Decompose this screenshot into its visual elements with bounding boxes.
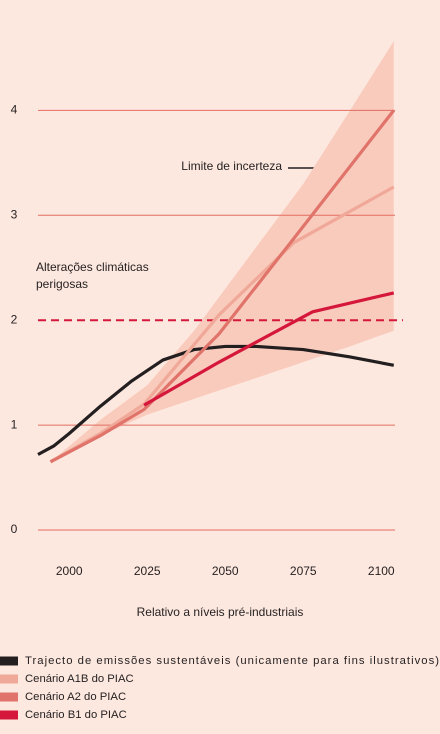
- x-tick-label: 2050: [212, 564, 239, 578]
- legend-swatch: [0, 674, 18, 684]
- series-line: [37, 344, 395, 456]
- x-tick-label: 2100: [368, 564, 395, 578]
- y-tick-label: 4: [11, 103, 18, 117]
- x-tick-label: 2000: [56, 564, 83, 578]
- y-tick-label: 2: [11, 312, 18, 326]
- uncertainty-band: [50, 41, 394, 462]
- legend-label: Cenário A1B do PIAC: [25, 673, 134, 685]
- band-layer: [50, 41, 394, 462]
- legend-swatch: [0, 656, 18, 666]
- threshold-label: Alterações climáticas: [36, 260, 149, 274]
- grid-layer: [38, 109, 395, 531]
- series-line: [49, 109, 396, 464]
- band-label: Limite de incerteza: [181, 159, 282, 173]
- y-tick-label: 3: [11, 207, 18, 221]
- x-axis-label: Relativo a níveis pré-industriais: [137, 605, 304, 619]
- legend-swatch: [0, 692, 18, 702]
- x-tick-label: 2075: [290, 564, 317, 578]
- x-tick-label: 2025: [134, 564, 161, 578]
- series-line: [143, 291, 395, 407]
- y-tick-label: 0: [11, 522, 18, 536]
- legend-label: Trajecto de emissões sustentáveis (unica…: [25, 655, 439, 667]
- legend-label: Cenário B1 do PIAC: [25, 709, 127, 721]
- legend-swatch: [0, 710, 18, 720]
- y-tick-label: 1: [11, 417, 18, 431]
- threshold-label: perigosas: [36, 277, 88, 291]
- legend-label: Cenário A2 do PIAC: [25, 691, 126, 703]
